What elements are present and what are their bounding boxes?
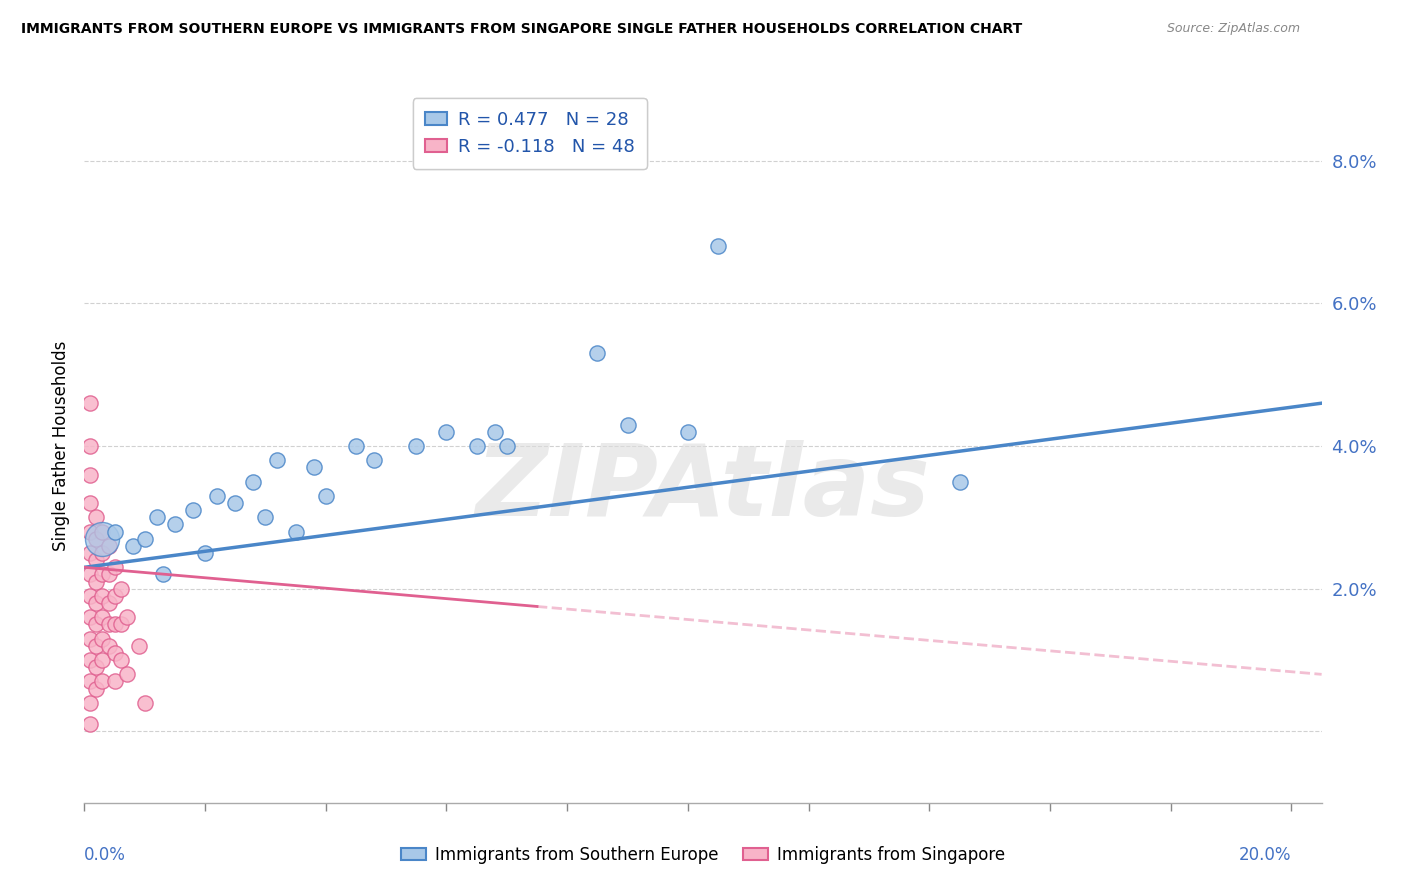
- Point: [103, 674, 125, 689]
- Point: [86, 617, 108, 632]
- Point: [103, 646, 125, 660]
- Point: [79, 674, 101, 689]
- Point: [242, 475, 264, 489]
- Point: [586, 346, 609, 360]
- Point: [163, 517, 186, 532]
- Text: 20.0%: 20.0%: [1239, 846, 1292, 863]
- Point: [91, 589, 114, 603]
- Point: [344, 439, 367, 453]
- Point: [79, 439, 101, 453]
- Point: [97, 596, 120, 610]
- Point: [97, 639, 120, 653]
- Point: [115, 667, 138, 681]
- Legend: R = 0.477   N = 28, R = -0.118   N = 48: R = 0.477 N = 28, R = -0.118 N = 48: [412, 98, 647, 169]
- Point: [115, 610, 138, 624]
- Point: [97, 567, 120, 582]
- Point: [86, 681, 108, 696]
- Point: [103, 617, 125, 632]
- Point: [103, 524, 125, 539]
- Point: [86, 639, 108, 653]
- Point: [86, 660, 108, 674]
- Point: [91, 674, 114, 689]
- Point: [79, 467, 101, 482]
- Point: [79, 396, 101, 410]
- Point: [86, 510, 108, 524]
- Point: [86, 596, 108, 610]
- Point: [79, 653, 101, 667]
- Point: [152, 567, 174, 582]
- Point: [495, 439, 517, 453]
- Point: [110, 582, 132, 596]
- Point: [86, 553, 108, 567]
- Point: [110, 653, 132, 667]
- Text: ZIPAtlas: ZIPAtlas: [475, 441, 931, 537]
- Point: [205, 489, 228, 503]
- Point: [110, 617, 132, 632]
- Text: Source: ZipAtlas.com: Source: ZipAtlas.com: [1167, 22, 1301, 36]
- Point: [79, 696, 101, 710]
- Point: [194, 546, 217, 560]
- Point: [484, 425, 506, 439]
- Point: [181, 503, 204, 517]
- Point: [146, 510, 169, 524]
- Point: [103, 589, 125, 603]
- Point: [405, 439, 427, 453]
- Point: [79, 524, 101, 539]
- Point: [79, 610, 101, 624]
- Point: [134, 532, 156, 546]
- Point: [707, 239, 730, 253]
- Point: [79, 589, 101, 603]
- Point: [284, 524, 307, 539]
- Point: [91, 632, 114, 646]
- Point: [128, 639, 150, 653]
- Point: [86, 532, 108, 546]
- Point: [363, 453, 385, 467]
- Text: 0.0%: 0.0%: [84, 846, 127, 863]
- Point: [436, 425, 458, 439]
- Point: [103, 560, 125, 574]
- Point: [79, 567, 101, 582]
- Point: [676, 425, 699, 439]
- Point: [465, 439, 488, 453]
- Point: [86, 574, 108, 589]
- Point: [91, 610, 114, 624]
- Point: [79, 632, 101, 646]
- Text: IMMIGRANTS FROM SOUTHERN EUROPE VS IMMIGRANTS FROM SINGAPORE SINGLE FATHER HOUSE: IMMIGRANTS FROM SOUTHERN EUROPE VS IMMIG…: [21, 22, 1022, 37]
- Point: [616, 417, 638, 432]
- Point: [79, 546, 101, 560]
- Point: [97, 539, 120, 553]
- Point: [91, 546, 114, 560]
- Y-axis label: Single Father Households: Single Father Households: [52, 341, 70, 551]
- Point: [91, 653, 114, 667]
- Point: [91, 524, 114, 539]
- Point: [266, 453, 288, 467]
- Point: [79, 717, 101, 731]
- Point: [91, 567, 114, 582]
- Point: [224, 496, 246, 510]
- Point: [134, 696, 156, 710]
- Point: [121, 539, 143, 553]
- Point: [91, 532, 114, 546]
- Point: [79, 496, 101, 510]
- Point: [97, 617, 120, 632]
- Point: [302, 460, 325, 475]
- Point: [948, 475, 970, 489]
- Legend: Immigrants from Southern Europe, Immigrants from Singapore: Immigrants from Southern Europe, Immigra…: [395, 839, 1011, 871]
- Point: [254, 510, 277, 524]
- Point: [315, 489, 337, 503]
